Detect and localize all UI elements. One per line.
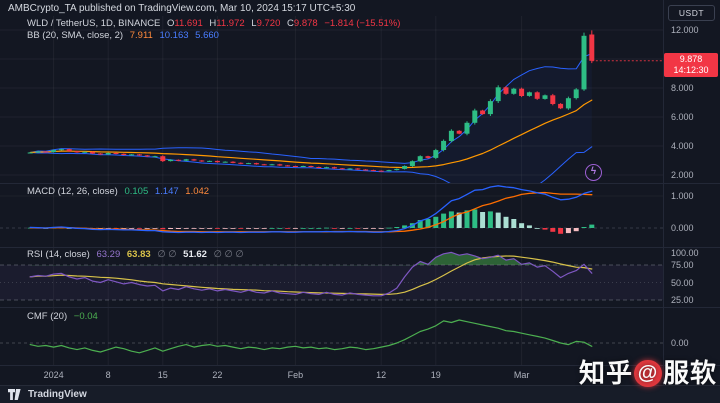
time-tick-label: 12 [376, 370, 387, 380]
currency-usdt-badge[interactable]: USDT [668, 5, 715, 21]
axis-tick-label: 50.00 [671, 277, 694, 288]
macd-line-value: 1.147 [154, 186, 179, 197]
pane-separator[interactable] [0, 307, 720, 308]
axis-tick-label: 8.000 [671, 83, 694, 93]
rsi-title[interactable]: RSI (14, close) [27, 249, 90, 260]
axis-tick-label: 25.00 [671, 295, 694, 305]
symbol-title[interactable]: WLD / TetherUS, 1D, BINANCE [27, 18, 161, 29]
macd-hist-value: 0.105 [124, 186, 149, 197]
zhihu-watermark: 知乎 @ 服软 [579, 353, 717, 390]
bb-legend: BB (20, SMA, close, 2) 7.911 10.163 5.66… [27, 30, 223, 42]
axis-tick-label: 75.00 [671, 260, 694, 270]
close-label: C [287, 18, 294, 29]
watermark-suffix: 服软 [662, 358, 717, 388]
bb-lower-value: 5.660 [195, 30, 219, 41]
time-tick-label: 2024 [43, 370, 64, 380]
time-tick-label: 8 [105, 370, 111, 380]
axis-tick-label: 12.000 [671, 25, 699, 35]
bar-countdown: 14:12:30 [673, 65, 709, 75]
bb-upper-value: 10.163 [159, 30, 189, 41]
time-tick-label: 19 [430, 370, 441, 380]
axis-tick-label: 2.000 [671, 170, 694, 180]
axis-tick-label: 6.000 [671, 112, 694, 122]
axis-tick-label: 4.000 [671, 141, 694, 151]
rsi-ma-value: 63.83 [126, 249, 151, 260]
close-value: 9.878 [293, 18, 318, 29]
axis-tick-label: 0.000 [671, 223, 694, 233]
tradingview-brand-text[interactable]: TradingView [28, 389, 87, 400]
time-tick-label: Feb [287, 370, 304, 380]
rsi-value: 63.29 [96, 249, 121, 260]
low-label: L [251, 18, 257, 29]
last-price-badge: 9.878 14:12:30 [664, 53, 718, 77]
publish-info: AMBCrypto_TA published on TradingView.co… [8, 3, 355, 14]
last-price-value: 9.878 [679, 54, 703, 64]
time-tick-label: 22 [212, 370, 223, 380]
axis-tick-label: 100.00 [671, 248, 699, 258]
time-tick-label: 15 [157, 370, 168, 380]
macd-signal-value: 1.042 [185, 186, 210, 197]
rsi-empty-values-2: ∅ ∅ ∅ [213, 249, 244, 260]
open-label: O [167, 18, 175, 29]
rsi-empty-values-1: ∅ ∅ [157, 249, 177, 260]
low-value: 9.720 [256, 18, 281, 29]
time-axis-separator [0, 365, 720, 366]
price-axis-separator [663, 0, 664, 385]
publish-info-text: AMBCrypto_TA published on TradingView.co… [8, 3, 356, 14]
axis-tick-label: 1.000 [671, 191, 694, 201]
footer-bar: TradingView [0, 385, 720, 403]
tradingview-logo-icon[interactable] [8, 388, 23, 401]
time-axis[interactable]: 2024 8 15 22 Feb 12 19 Mar [0, 366, 663, 385]
pane-separator[interactable] [0, 247, 720, 248]
axis-tick-label: 0.00 [671, 338, 689, 348]
high-value: 11.972 [216, 18, 245, 29]
macd-title[interactable]: MACD (12, 26, close) [27, 186, 118, 197]
high-label: H [209, 18, 217, 29]
rsi-mid-value: 51.62 [183, 249, 207, 260]
boost-lightning-icon[interactable]: ϟ [585, 164, 602, 181]
open-value: 11.691 [174, 18, 203, 29]
watermark-prefix: 知乎 [578, 358, 633, 388]
macd-legend: MACD (12, 26, close) 0.105 1.147 1.042 [27, 186, 213, 198]
bb-title[interactable]: BB (20, SMA, close, 2) [27, 30, 124, 41]
rsi-legend: RSI (14, close) 63.29 63.83 ∅ ∅ 51.62 ∅ … [27, 249, 248, 261]
bb-basis-value: 7.911 [129, 30, 153, 41]
cmf-title[interactable]: CMF (20) [27, 311, 68, 322]
main-symbol-legend: WLD / TetherUS, 1D, BINANCE O11.691 H11.… [27, 18, 404, 30]
pane-separator[interactable] [0, 183, 720, 184]
price-axis[interactable]: USDT 9.878 14:12:30 12.000 8.000 6.000 4.00… [663, 0, 720, 365]
cmf-value: −0.04 [73, 311, 98, 322]
time-tick-label: Mar [513, 370, 530, 380]
cmf-legend: CMF (20) −0.04 [27, 311, 102, 323]
change-value: −1.814 (−15.51%) [324, 18, 401, 29]
watermark-at-icon: @ [633, 360, 662, 387]
